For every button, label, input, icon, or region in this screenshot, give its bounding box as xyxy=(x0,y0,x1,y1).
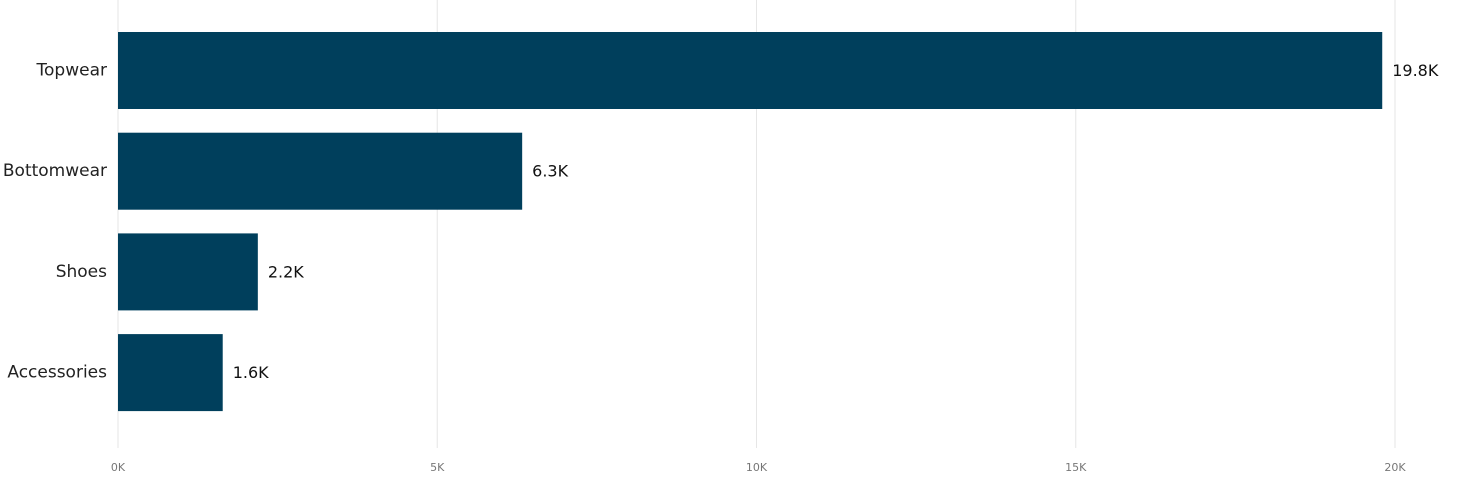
bars xyxy=(118,32,1383,412)
data-label: 2.2K xyxy=(268,262,304,281)
category-label: Topwear xyxy=(36,61,107,81)
category-label: Bottomwear xyxy=(3,161,107,181)
x-tick-label: 20K xyxy=(1384,461,1406,474)
data-label: 19.8K xyxy=(1392,61,1439,80)
x-axis-ticks: 0K 5K 10K 15K 20K xyxy=(111,461,1406,474)
x-tick-label: 10K xyxy=(746,461,768,474)
category-labels: Topwear Bottomwear Shoes Accessories xyxy=(3,61,107,383)
category-label: Accessories xyxy=(7,363,107,383)
x-tick-label: 5K xyxy=(430,461,445,474)
bar xyxy=(118,132,523,210)
x-tick-label: 15K xyxy=(1065,461,1087,474)
bar xyxy=(118,334,223,412)
data-label: 1.6K xyxy=(233,363,269,382)
x-tick-label: 0K xyxy=(111,461,126,474)
data-labels: 19.8K 6.3K 2.2K 1.6K xyxy=(233,61,1439,382)
bar xyxy=(118,32,1383,109)
category-label: Shoes xyxy=(56,262,107,282)
bar xyxy=(118,233,258,311)
data-label: 6.3K xyxy=(532,162,568,181)
